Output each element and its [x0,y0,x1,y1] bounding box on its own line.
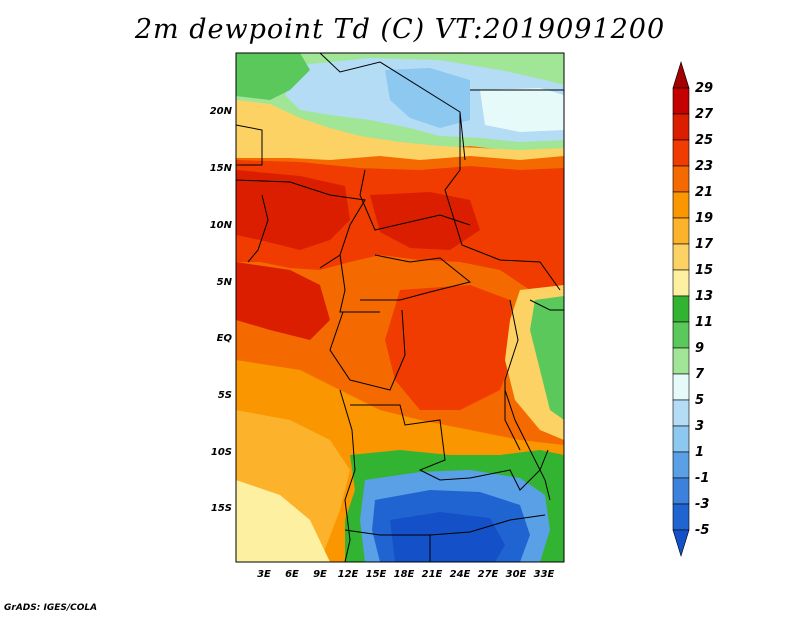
colorbar-label: -1 [695,471,709,486]
latitude-labels: 20N 15N 10N 5N EQ 5S 10S 15S [210,106,233,514]
colorbar-label: 9 [695,341,704,356]
lon-label: 21E [422,569,443,580]
colorbar-label: 23 [695,159,713,174]
border-car [360,254,472,301]
colorbar-label: -3 [695,497,709,512]
sahara-driest-core [385,68,470,128]
lon-label: 30E [506,569,527,580]
border-cameroon [339,254,380,313]
colorbar-segment [672,243,690,271]
border-zambia [469,449,549,491]
central-red-patch [370,192,480,250]
border-west-coast [247,194,269,263]
sahara-west-green [236,53,310,100]
colorbar-segment [672,399,690,427]
colorbar-segment [672,477,690,505]
colorbar-label: 19 [695,211,713,226]
colorbar-label: 3 [695,419,704,434]
lon-label: 27E [478,569,499,580]
lat-label: 20N [210,106,233,117]
southwest-yellow [236,480,330,562]
colorbar-segment [672,113,690,141]
colorbar-label: 29 [695,81,713,96]
sahara-east-dry [480,88,564,132]
border-sudan [444,112,561,291]
lon-label: 24E [450,569,471,580]
lon-label: 33E [534,569,555,580]
colorbar-segment [672,347,690,375]
grads-credit: GrADS: IGES/COLA [4,603,98,613]
longitude-labels: 3E 6E 9E 12E 15E 18E 21E 24E 27E 30E 33E [257,569,554,580]
colorbar-label: 5 [695,393,704,408]
map-title: 2m dewpoint Td (C) VT:2019091200 [134,14,666,45]
lon-label: 6E [285,569,299,580]
map-frame [235,52,565,563]
colorbar-label: 11 [695,315,713,330]
colorbar-segment [672,191,690,219]
lat-label: 5N [217,277,233,288]
colorbar-segment [672,87,690,115]
border-west-sahel [236,124,263,166]
lat-label: 10N [210,220,233,231]
lat-label: 15N [210,163,233,174]
colorbar-segment [672,503,690,531]
border-angola [350,404,471,481]
country-borders [236,53,564,562]
dewpoint-field [236,53,564,562]
border-congo [329,309,406,391]
lat-label: 5S [218,390,232,401]
lon-label: 18E [394,569,415,580]
lon-label: 15E [366,569,387,580]
colorbar-segment [672,165,690,193]
coastal-red-band [236,262,330,340]
colorbar-segment [672,60,690,89]
lon-label: 9E [313,569,327,580]
colorbar-label: -5 [695,523,709,538]
colorbar-segment [672,295,690,323]
colorbar-segment [672,217,690,245]
border-drc-east [504,299,521,451]
colorbar-segment [672,529,690,558]
east-highlands-green [530,296,564,420]
colorbar-label: 1 [695,445,704,460]
border-east-lakes [504,389,551,501]
colorbar-segment [672,139,690,167]
colorbar-segment [672,373,690,401]
lat-label: EQ [217,333,233,344]
colorbar-label: 27 [695,107,714,122]
colorbar-segment [672,425,690,453]
southern-darkest-blue [390,512,505,562]
colorbar-label: 17 [695,237,714,252]
colorbar-label: 13 [695,289,713,304]
border-namibia [344,514,546,536]
lon-label: 12E [338,569,359,580]
congo-basin-red [385,285,515,410]
coastline-west [339,389,356,562]
lon-label: 3E [257,569,271,580]
lat-label: 15S [211,503,232,514]
colorbar-label: 15 [695,263,713,278]
border-east-mid [529,299,564,311]
colorbar: 29 27 25 23 21 19 17 15 13 11 9 7 5 3 1 -1 -3 -5 [672,60,714,558]
border-north [319,53,466,161]
colorbar-segment [672,269,690,297]
colorbar-segment [672,451,690,479]
colorbar-label: 7 [695,367,705,382]
colorbar-segment [672,321,690,349]
lat-label: 10S [211,447,232,458]
border-chad [359,169,471,231]
colorbar-label: 21 [695,185,713,200]
sahara-yellow-band [236,100,564,160]
colorbar-label: 25 [695,133,713,148]
